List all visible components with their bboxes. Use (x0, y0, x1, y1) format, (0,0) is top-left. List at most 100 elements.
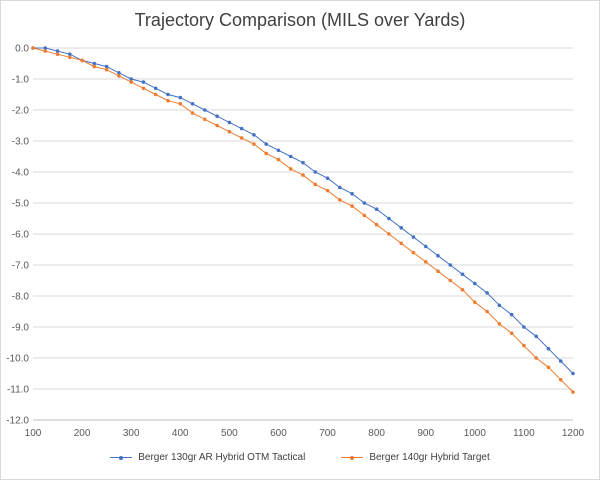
x-tick-label: 600 (270, 428, 287, 439)
y-tick-label: -3.0 (12, 137, 30, 148)
series-2-point (288, 167, 293, 171)
series-2-point (436, 269, 440, 274)
series-2-point (534, 356, 538, 360)
y-tick-label: -8.0 (12, 292, 30, 303)
legend-label-series-2: Berger 140gr Hybrid Target (369, 452, 490, 463)
series-1-point (460, 272, 465, 277)
x-tick-label: 100 (25, 428, 42, 439)
series-2-point (325, 188, 330, 193)
x-tick-label: 500 (221, 428, 238, 439)
series-1-point (190, 102, 195, 106)
series-1-point (546, 346, 551, 351)
series-1-point (92, 61, 97, 66)
series-2-point (264, 151, 268, 156)
chart-legend: Berger 130gr AR Hybrid OTM Tactical Berg… (0, 452, 600, 463)
series-2-point (399, 241, 403, 246)
series-1-point (55, 49, 60, 53)
series-2-point (80, 58, 84, 63)
y-tick-label: -4.0 (12, 168, 30, 179)
series-2-point (203, 117, 207, 122)
series-1-point (68, 52, 72, 56)
series-1-point (571, 371, 575, 376)
series-2-point (141, 86, 146, 91)
series-1-point (448, 263, 453, 267)
series-1-point (227, 120, 232, 125)
series-1-point (350, 191, 354, 196)
series-2-point (497, 322, 502, 326)
series-1-point (411, 235, 416, 239)
series-1-point (301, 160, 305, 165)
series-2-point (571, 390, 575, 394)
series-2-point (338, 198, 342, 202)
series-1-point (473, 281, 477, 286)
series-1-point (485, 291, 489, 295)
series-line-2 (32, 47, 574, 393)
y-tick-label: -6.0 (12, 230, 30, 241)
series-2-point (92, 64, 97, 69)
legend-item-series-2: Berger 140gr Hybrid Target (341, 452, 490, 463)
x-tick-label: 200 (74, 428, 91, 439)
series-1-point (288, 154, 293, 159)
series-2-point (43, 49, 48, 53)
y-tick-label: -1.0 (12, 75, 30, 86)
series-2-point (313, 182, 318, 187)
series-1-point (153, 86, 158, 91)
series-2-point (301, 173, 305, 177)
y-tick-label: -7.0 (12, 261, 30, 272)
series-1-point (166, 92, 170, 97)
series-2-point (350, 204, 354, 208)
series-1-point (374, 207, 379, 211)
series-1-point (325, 176, 330, 180)
chart-title: Trajectory Comparison (MILS over Yards) (134, 10, 466, 30)
y-tick-label: -10.0 (6, 354, 29, 365)
series-2-point (276, 157, 281, 162)
y-tick-label: -9.0 (12, 323, 30, 334)
series-1-point (104, 64, 109, 69)
series-2-point (31, 46, 35, 50)
series-1-point (522, 325, 526, 329)
series-1-point (178, 95, 183, 100)
series-2-point (362, 213, 367, 218)
x-tick-label: 1200 (562, 428, 585, 439)
series-2-point (252, 142, 256, 146)
series-2-point (558, 377, 563, 382)
series-1-point (436, 253, 440, 258)
series-1-point (313, 170, 318, 174)
series-1-point (423, 244, 428, 249)
series-2-point (485, 309, 489, 314)
series-2-point (522, 343, 526, 348)
series-2-point (104, 67, 109, 72)
legend-swatch-series-2 (341, 454, 364, 462)
series-2-point (68, 55, 72, 60)
series-1-point (264, 142, 268, 146)
series-1-point (215, 114, 219, 118)
x-tick-label: 1000 (464, 428, 487, 439)
x-tick-label: 300 (123, 428, 140, 439)
series-2-point (190, 111, 195, 115)
y-tick-label: -12.0 (6, 416, 29, 427)
x-tick-label: 800 (368, 428, 385, 439)
series-2-point (178, 102, 183, 106)
series-1-point (129, 77, 133, 81)
series-2-point (215, 123, 219, 128)
series-1-point (276, 148, 281, 153)
series-2-point (166, 98, 170, 103)
series-1-point (141, 80, 146, 84)
series-1-point (387, 216, 391, 221)
series-line-1 (33, 47, 574, 374)
series-1-point (239, 126, 244, 131)
series-2-point (460, 288, 465, 292)
legend-swatch-series-1 (110, 454, 133, 462)
series-1-point (338, 185, 342, 190)
series-1-point (203, 108, 207, 112)
series-2-point (117, 74, 121, 78)
x-tick-label: 400 (172, 428, 189, 439)
series-1-point (558, 359, 563, 363)
series-2-point (546, 365, 551, 370)
y-tick-label: -5.0 (12, 199, 30, 210)
series-2-point (473, 300, 477, 305)
x-tick-label: 700 (319, 428, 336, 439)
series-2-point (153, 92, 158, 97)
